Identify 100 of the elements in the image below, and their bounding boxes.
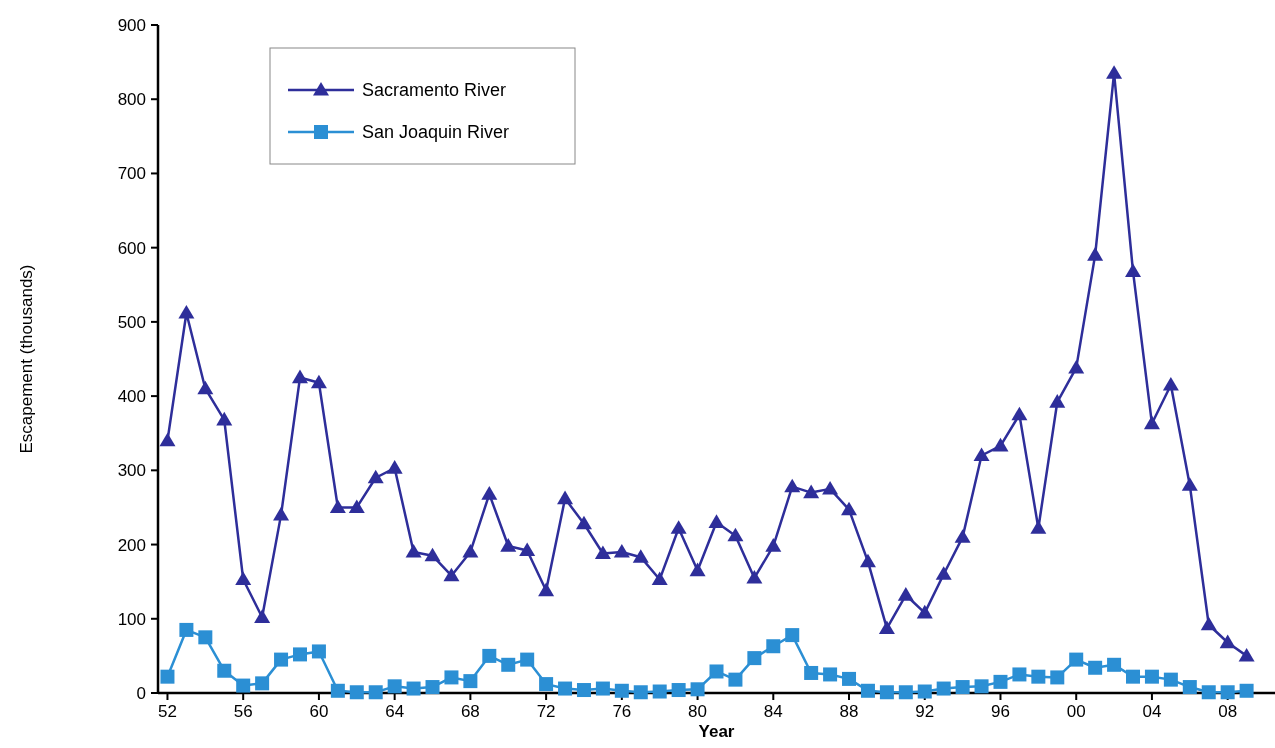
point bbox=[860, 683, 875, 698]
x-tick-label: 52 bbox=[158, 702, 177, 721]
point bbox=[539, 677, 554, 692]
point bbox=[651, 571, 668, 586]
point bbox=[992, 437, 1009, 452]
point bbox=[1143, 415, 1160, 430]
point bbox=[747, 651, 762, 666]
point bbox=[842, 671, 857, 686]
point bbox=[613, 543, 630, 558]
point bbox=[728, 672, 743, 687]
point bbox=[823, 667, 838, 682]
x-tick-label: 04 bbox=[1142, 702, 1162, 721]
point bbox=[916, 604, 933, 619]
point bbox=[1238, 647, 1255, 662]
point bbox=[292, 647, 307, 662]
point bbox=[217, 663, 232, 678]
point bbox=[386, 460, 403, 474]
legend-label: Sacramento River bbox=[362, 80, 507, 101]
point bbox=[1201, 685, 1216, 700]
point bbox=[897, 587, 914, 601]
point bbox=[689, 562, 706, 577]
y-tick-label: 600 bbox=[117, 238, 146, 258]
point bbox=[236, 678, 251, 693]
point bbox=[1012, 667, 1027, 682]
x-tick-label: 88 bbox=[839, 702, 859, 721]
point bbox=[727, 527, 744, 542]
x-tick-label: 68 bbox=[460, 702, 480, 721]
point bbox=[898, 685, 913, 700]
point bbox=[784, 478, 801, 493]
x-tick-label: 56 bbox=[233, 702, 253, 721]
point bbox=[520, 652, 535, 667]
point bbox=[463, 674, 478, 689]
point bbox=[254, 609, 271, 623]
point bbox=[198, 630, 213, 645]
point bbox=[993, 674, 1008, 689]
point bbox=[501, 657, 516, 672]
point bbox=[1182, 680, 1197, 695]
point bbox=[405, 543, 422, 558]
point bbox=[329, 499, 346, 514]
point bbox=[1049, 394, 1066, 408]
point bbox=[500, 538, 517, 552]
point bbox=[670, 520, 687, 534]
point bbox=[235, 571, 252, 586]
x-tick-label: 84 bbox=[763, 702, 783, 721]
point bbox=[594, 545, 611, 560]
point bbox=[955, 680, 970, 695]
point bbox=[841, 501, 858, 516]
y-tick-label: 400 bbox=[117, 387, 146, 407]
point bbox=[652, 684, 667, 699]
y-tick-label: 800 bbox=[117, 90, 146, 110]
point bbox=[575, 515, 592, 530]
x-tick-label: 92 bbox=[915, 702, 935, 721]
point bbox=[1068, 359, 1085, 374]
point bbox=[462, 543, 479, 558]
point bbox=[954, 529, 971, 543]
point bbox=[311, 644, 326, 659]
point bbox=[179, 622, 194, 637]
point bbox=[291, 369, 308, 384]
x-tick-label: 60 bbox=[309, 702, 329, 721]
point bbox=[1219, 634, 1236, 649]
point bbox=[558, 681, 573, 696]
point bbox=[443, 567, 460, 582]
point bbox=[255, 676, 270, 691]
y-tick-label: 300 bbox=[117, 461, 146, 481]
point bbox=[785, 628, 800, 643]
y-tick-label: 200 bbox=[117, 535, 146, 555]
y-tick-label: 0 bbox=[136, 683, 146, 703]
y-axis-title: Escapement (thousands) bbox=[17, 264, 36, 454]
point bbox=[1239, 683, 1254, 698]
x-tick-label: 64 bbox=[385, 702, 405, 721]
point bbox=[974, 679, 989, 694]
point bbox=[425, 680, 440, 695]
point bbox=[1125, 263, 1142, 278]
point bbox=[632, 549, 649, 563]
y-tick-label: 500 bbox=[117, 312, 146, 332]
point bbox=[690, 682, 705, 697]
point bbox=[444, 670, 459, 685]
point bbox=[1126, 669, 1141, 684]
point bbox=[1107, 657, 1122, 672]
x-tick-label: 08 bbox=[1218, 702, 1238, 721]
point bbox=[671, 683, 686, 698]
point bbox=[367, 469, 384, 484]
point bbox=[481, 486, 498, 500]
point bbox=[1220, 685, 1235, 700]
point bbox=[424, 547, 441, 562]
point bbox=[273, 506, 290, 521]
point bbox=[595, 681, 610, 696]
point bbox=[310, 374, 327, 389]
point bbox=[1163, 672, 1178, 687]
point bbox=[274, 652, 289, 667]
y-tick-label: 700 bbox=[117, 164, 146, 184]
point bbox=[1011, 406, 1028, 421]
x-tick-label: 72 bbox=[536, 702, 556, 721]
point bbox=[917, 684, 932, 699]
point bbox=[1088, 660, 1103, 675]
point bbox=[482, 648, 497, 663]
x-tick-label: 00 bbox=[1066, 702, 1086, 721]
point bbox=[708, 514, 725, 528]
point bbox=[1162, 376, 1179, 391]
point bbox=[576, 683, 591, 698]
